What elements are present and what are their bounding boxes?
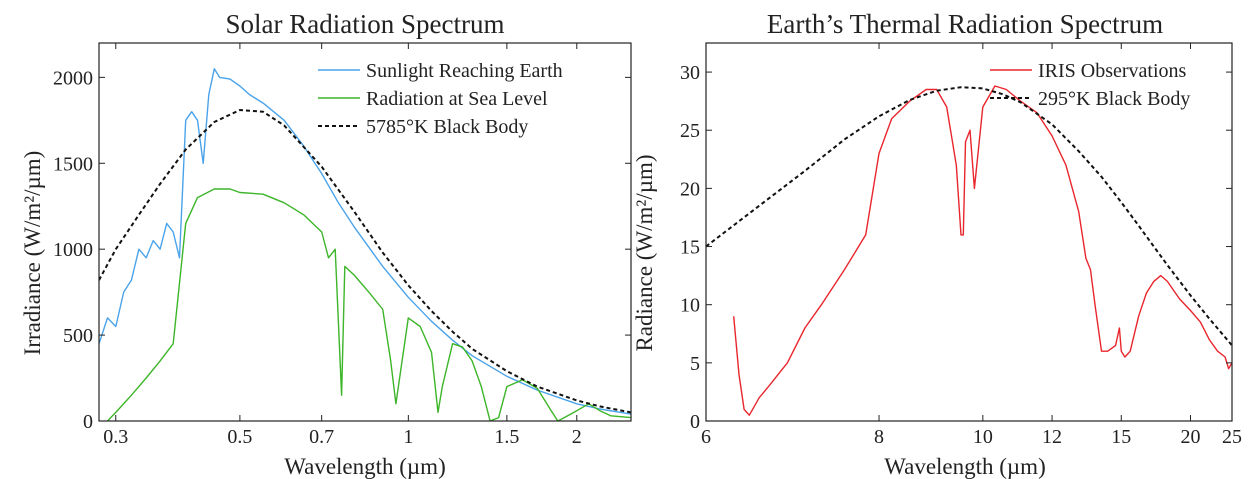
- plot-frame: [705, 42, 1233, 422]
- x-tick-label: 2: [572, 426, 582, 448]
- legend-label: Sunlight Reaching Earth: [366, 60, 563, 82]
- series-line: [99, 68, 631, 415]
- y-axis-label: Irradiance (W/m²/µm): [20, 151, 45, 356]
- y-tick-label: 1500: [53, 153, 93, 175]
- x-tick-label: 10: [973, 426, 993, 448]
- series-line: [706, 86, 1232, 347]
- legend-label: 295°K Black Body: [1038, 88, 1190, 110]
- x-tick-label: 0.7: [309, 426, 334, 448]
- y-tick-label: 2000: [53, 67, 93, 89]
- x-tick-label: 6: [701, 426, 711, 448]
- x-tick-label: 0.5: [227, 426, 252, 448]
- y-axis-label: Radiance (W/m²/µm): [632, 154, 657, 351]
- legend: Sunlight Reaching Earth Radiation at Sea …: [318, 60, 563, 138]
- x-axis-label: Wavelength (µm): [284, 454, 445, 479]
- y-tick-label: 20: [680, 178, 700, 200]
- plot-frame: [98, 42, 632, 422]
- y-tick-label: 10: [680, 295, 700, 317]
- series-group: [706, 85, 1232, 416]
- x-tick-label: 1: [403, 426, 413, 448]
- x-tick-label: 25: [1222, 426, 1242, 448]
- series-group: [99, 68, 631, 421]
- chart-title: Solar Radiation Spectrum: [226, 9, 505, 39]
- series-line: [99, 109, 631, 414]
- series-line: [733, 85, 1232, 416]
- legend-label: 5785°K Black Body: [366, 116, 528, 138]
- y-tick-label: 25: [680, 120, 700, 142]
- x-tick-label: 8: [874, 426, 884, 448]
- y-tick-label: 1000: [53, 239, 93, 261]
- x-tick-label: 0.3: [103, 426, 128, 448]
- y-tick-label: 15: [680, 237, 700, 259]
- y-tick-label: 0: [690, 411, 700, 433]
- y-tick-label: 5: [690, 353, 700, 375]
- y-tick-label: 500: [63, 325, 93, 347]
- legend: IRIS Observations 295°K Black Body: [990, 60, 1190, 110]
- legend-label: Radiation at Sea Level: [366, 88, 548, 110]
- y-tick-label: 0: [83, 411, 93, 433]
- chart-title: Earth’s Thermal Radiation Spectrum: [767, 9, 1163, 39]
- series-line: [106, 188, 631, 421]
- x-tick-label: 12: [1042, 426, 1062, 448]
- thermal-spectrum-chart: Earth’s Thermal Radiation Spectrum Wavel…: [632, 9, 1242, 479]
- y-tick-label: 30: [680, 62, 700, 84]
- x-tick-label: 15: [1111, 426, 1131, 448]
- x-axis-label: Wavelength (µm): [884, 454, 1045, 479]
- x-tick-label: 1.5: [494, 426, 519, 448]
- legend-label: IRIS Observations: [1038, 60, 1187, 82]
- solar-spectrum-chart: Solar Radiation Spectrum Wavelength (µm)…: [20, 9, 632, 479]
- x-tick-label: 20: [1180, 426, 1200, 448]
